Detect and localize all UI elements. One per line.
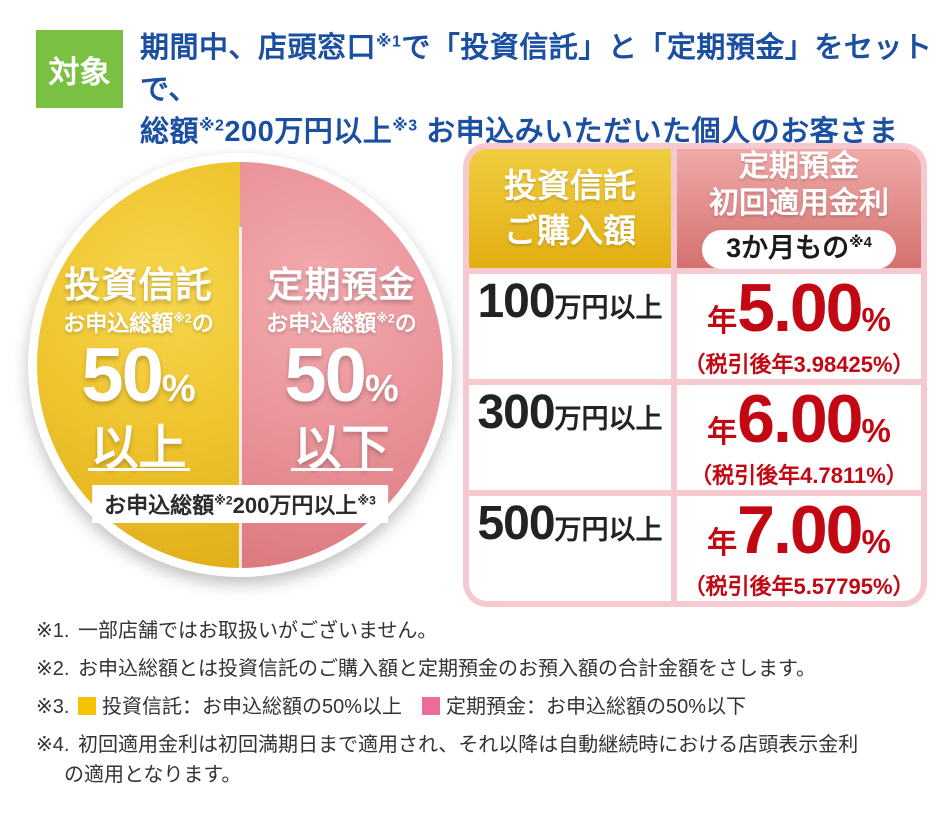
investment-trust-subtitle: お申込総額※2の [63,311,214,336]
headline-line2: 総額※2200万円以上※3 お申込みいただいた個人のお客さま [140,116,899,148]
term-pill: 3か月もの※4 [702,229,896,270]
table-row-rate: 年 7.00% （税引後年5.57795%） [677,496,921,601]
time-deposit-percentage: 50% [284,333,399,418]
table-row-rate: 年 6.00% （税引後年4.7811%） [677,385,921,490]
after-tax-rate: （税引後年4.7811%） [690,463,908,488]
legend-square-investment-trust [78,697,96,715]
footnote-4-continued: の適用となります。 [64,764,242,786]
footnotes: ※1. 一部店舗ではお取扱いがございません。 ※2. お申込総額とは投資信託のご… [36,618,931,788]
ref-mark-1: ※1 [376,33,402,51]
footnote-3: ※3. 投資信託：お申込総額の50%以上 定期預金：お申込総額の50%以下 [36,696,747,718]
table-row-rate: 年 5.00% （税引後年3.98425%） [677,274,921,379]
column-header-purchase-amount: 投資信託 ご購入額 [469,149,671,268]
underline [290,468,393,471]
ref-mark-4: ※4 [849,234,872,251]
ref-mark-3: ※3 [392,117,418,135]
headline: 期間中、店頭窓口※1で「投資信託」と「定期預金」をセットで、 総額※2200万円… [140,27,950,153]
column-header-applied-rate: 定期預金 初回適用金利 3か月もの※4 [677,149,921,270]
headline-line1: 期間中、店頭窓口※1で「投資信託」と「定期預金」をセットで、 [140,32,933,106]
ref-mark-2: ※2 [199,117,225,135]
time-deposit-subtitle: お申込総額※2の [266,311,417,336]
investment-trust-percentage: 50% [81,333,196,418]
investment-trust-condition: 以上 [90,422,187,475]
total-amount-banner: お申込総額※2200万円以上※3 [92,485,388,523]
time-deposit-condition: 以下 [293,422,390,475]
table-row-amount: 500 万円以上 [469,496,671,601]
footnote-2: ※2. お申込総額とは投資信託のご購入額と定期預金のお預入額の合計金額をさします… [36,658,816,680]
legend-square-time-deposit [422,697,441,715]
table-row-amount: 300 万円以上 [469,385,671,490]
after-tax-rate: （税引後年3.98425%） [683,352,915,377]
ratio-circle: 投資信託 お申込総額※2の 50% 以上 定期預金 お申込総額※2の 50% 以… [28,153,452,577]
after-tax-rate: （税引後年5.57795%） [683,574,915,599]
footnote-4: ※4. 初回適用金利は初回満期日まで適用され、それ以降は自動継続時における店頭表… [36,734,859,756]
underline [87,468,190,471]
footnote-1: ※1. 一部店舗ではお取扱いがございません。 [36,620,438,642]
time-deposit-title: 定期預金 [267,264,416,305]
table-row-amount: 100 万円以上 [469,274,671,379]
target-badge: 対象 [36,30,123,108]
investment-trust-title: 投資信託 [64,264,213,305]
